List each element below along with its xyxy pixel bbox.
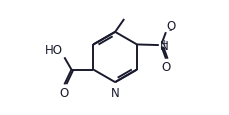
Text: O: O [60, 87, 69, 99]
Text: O: O [166, 19, 176, 32]
Text: +: + [161, 38, 168, 47]
Text: O: O [161, 60, 171, 73]
Text: N: N [159, 39, 168, 52]
Text: N: N [111, 86, 120, 99]
Text: -: - [169, 26, 172, 35]
Text: HO: HO [45, 44, 63, 57]
